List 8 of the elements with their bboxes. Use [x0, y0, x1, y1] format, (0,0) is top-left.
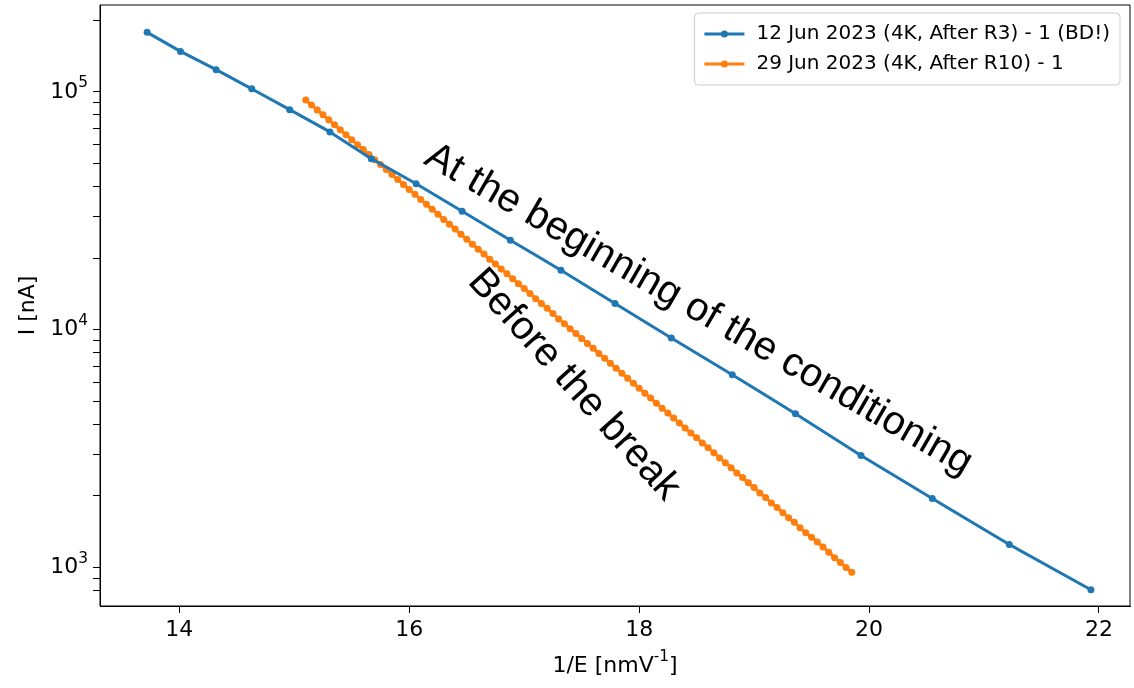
x-tick-label: 20 — [855, 615, 884, 641]
x-tick-label: 16 — [395, 615, 424, 641]
x-tick-label: 14 — [165, 615, 194, 641]
x-tick-label: 22 — [1084, 615, 1113, 641]
x-tick-label: 18 — [625, 615, 654, 641]
legend-label: 29 Jun 2023 (4K, After R10) - 1 — [756, 50, 1064, 75]
y-axis-title: I [nA] — [13, 275, 39, 336]
legend-label: 12 Jun 2023 (4K, After R3) - 1 (BD!) — [756, 20, 1110, 45]
